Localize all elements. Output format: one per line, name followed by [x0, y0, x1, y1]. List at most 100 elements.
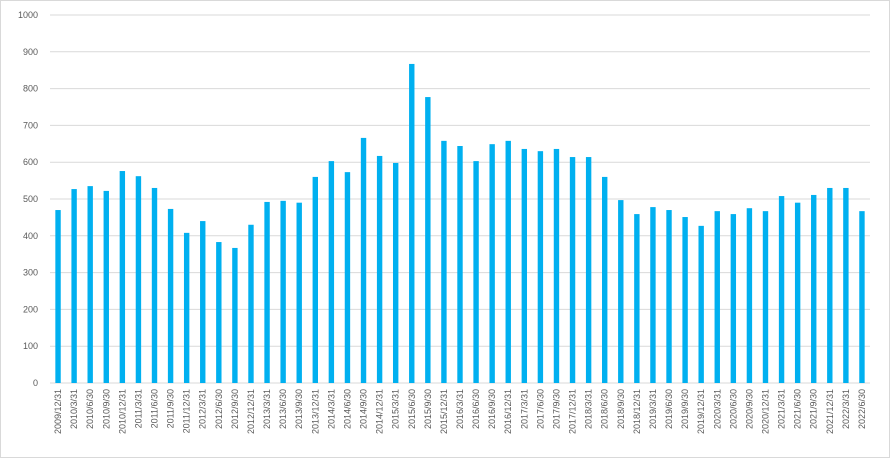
- bar: [521, 148, 528, 383]
- bar: [328, 161, 335, 383]
- bar: [473, 161, 479, 383]
- x-tick-label: 2012/9/30: [230, 389, 240, 429]
- bar: [714, 211, 720, 383]
- bar: [216, 242, 222, 383]
- bar: [553, 148, 560, 383]
- x-tick-label: 2019/3/31: [648, 389, 658, 429]
- bar: [859, 211, 865, 383]
- x-tick-label: 2009/12/31: [53, 389, 63, 434]
- bar: [167, 208, 174, 383]
- bar: [585, 157, 592, 383]
- bar: [55, 210, 61, 383]
- x-tick-label: 2015/6/30: [407, 389, 417, 429]
- bar: [682, 217, 688, 383]
- x-tick-label: 2022/3/31: [841, 389, 851, 429]
- x-tick-label: 2010/9/30: [101, 389, 111, 429]
- x-tick-label: 2022/6/30: [857, 389, 867, 429]
- bar: [441, 140, 447, 383]
- bar: [200, 221, 206, 383]
- y-tick-label: 500: [23, 194, 38, 204]
- x-tick-label: 2021/3/31: [777, 389, 787, 429]
- x-tick-label: 2017/12/31: [568, 389, 578, 434]
- x-tick-label: 2019/9/30: [680, 389, 690, 429]
- x-tick-label: 2017/3/31: [519, 389, 529, 429]
- bar: [248, 224, 254, 383]
- x-tick-label: 2011/6/30: [150, 389, 160, 428]
- y-tick-label: 700: [23, 120, 38, 130]
- x-tick-label: 2014/9/30: [359, 389, 369, 429]
- x-tick-label: 2020/12/31: [760, 389, 770, 434]
- x-tick-label: 2017/6/30: [535, 389, 545, 429]
- x-tick-label: 2020/9/30: [744, 389, 754, 429]
- x-tick-label: 2015/12/31: [439, 389, 449, 434]
- bar: [794, 202, 801, 383]
- x-tick-label: 2019/6/30: [664, 389, 674, 429]
- y-tick-label: 400: [23, 231, 38, 241]
- x-tick-label: 2011/12/31: [182, 389, 192, 433]
- y-tick-label: 600: [23, 157, 38, 167]
- y-tick-label: 200: [23, 304, 38, 314]
- bar: [843, 187, 849, 383]
- bar: [103, 190, 109, 383]
- x-tick-label: 2013/9/30: [294, 389, 304, 429]
- bar: [602, 176, 608, 383]
- x-tick-label: 2021/6/30: [793, 389, 803, 429]
- x-tick-label: 2021/9/30: [809, 389, 819, 429]
- bar: [151, 187, 158, 383]
- bar: [183, 232, 190, 383]
- bar: [360, 137, 367, 383]
- x-tick-label: 2012/12/31: [246, 389, 256, 434]
- x-tick-label: 2015/9/30: [423, 389, 433, 429]
- x-tick-label: 2013/3/31: [262, 389, 272, 429]
- x-tick-label: 2011/9/30: [166, 389, 176, 428]
- bar: [280, 200, 286, 383]
- y-tick-label: 300: [23, 268, 38, 278]
- bar: [232, 247, 238, 383]
- bar: [537, 151, 544, 383]
- bar: [409, 63, 415, 383]
- x-tick-label: 2010/6/30: [85, 389, 95, 429]
- bar: [457, 146, 463, 383]
- bar: [312, 176, 318, 383]
- x-tick-label: 2018/3/31: [584, 389, 594, 429]
- bar: [425, 97, 431, 384]
- x-tick-label: 2010/3/31: [69, 389, 79, 429]
- bar: [698, 225, 704, 383]
- y-tick-label: 900: [23, 47, 38, 57]
- x-tick-label: 2016/12/31: [503, 389, 513, 434]
- bar: [296, 202, 302, 383]
- x-tick-label: 2011/3/31: [133, 389, 143, 428]
- x-tick-label: 2021/12/31: [825, 389, 835, 434]
- x-tick-label: 2020/3/31: [712, 389, 722, 429]
- x-tick-label: 2010/12/31: [117, 389, 127, 434]
- x-tick-label: 2018/12/31: [632, 389, 642, 434]
- bar: [811, 194, 817, 383]
- bar: [650, 207, 656, 383]
- y-tick-label: 1000: [18, 10, 38, 20]
- bar: [87, 186, 93, 383]
- bar: [71, 189, 77, 383]
- x-tick-label: 2015/3/31: [391, 389, 401, 429]
- bar: [746, 208, 753, 383]
- bar: [618, 200, 624, 383]
- bar: [489, 144, 495, 383]
- bar: [666, 210, 672, 383]
- x-tick-label: 2014/3/31: [326, 389, 336, 429]
- x-tick-label: 2014/12/31: [375, 389, 385, 434]
- bar: [730, 214, 737, 383]
- x-tick-label: 2017/9/30: [551, 389, 561, 429]
- y-tick-label: 100: [23, 341, 38, 351]
- x-tick-label: 2013/6/30: [278, 389, 288, 429]
- bar: [344, 172, 351, 383]
- x-tick-label: 2012/3/31: [198, 389, 208, 429]
- x-tick-label: 2016/3/31: [455, 389, 465, 429]
- x-tick-label: 2018/9/30: [616, 389, 626, 429]
- bar: [392, 162, 399, 383]
- bar: [264, 201, 270, 383]
- x-tick-label: 2016/9/30: [487, 389, 497, 429]
- x-tick-label: 2019/12/31: [696, 389, 706, 434]
- bar: [634, 214, 640, 383]
- bar: [827, 187, 833, 383]
- bar: [762, 211, 769, 383]
